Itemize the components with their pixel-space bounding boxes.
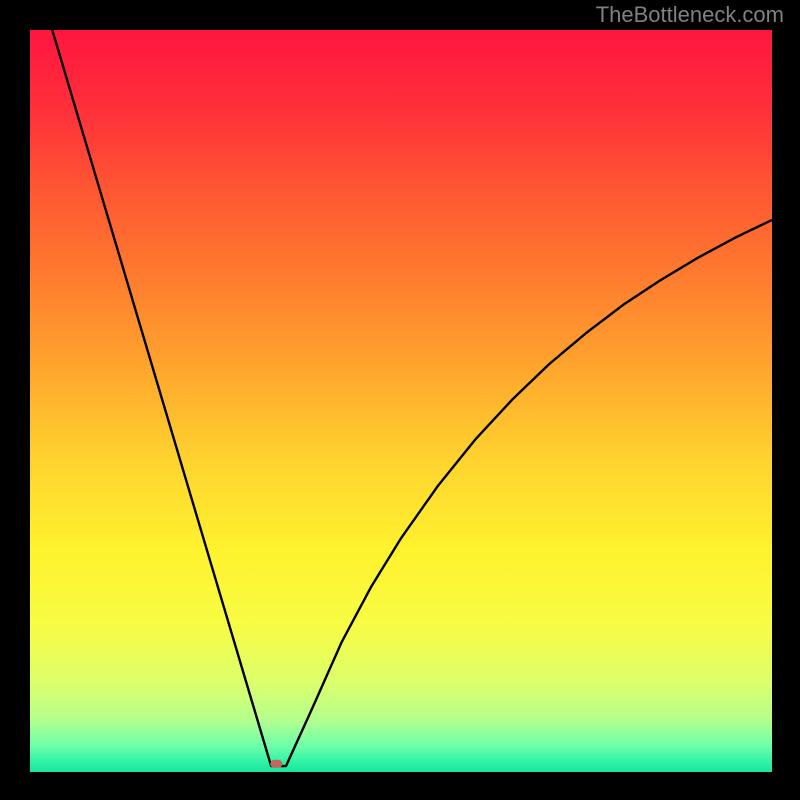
optimal-point-marker — [270, 760, 282, 768]
plot-background-gradient — [30, 30, 772, 772]
bottleneck-curve-plot — [30, 30, 772, 772]
watermark-text: TheBottleneck.com — [596, 2, 784, 28]
chart-container: TheBottleneck.com — [0, 0, 800, 800]
